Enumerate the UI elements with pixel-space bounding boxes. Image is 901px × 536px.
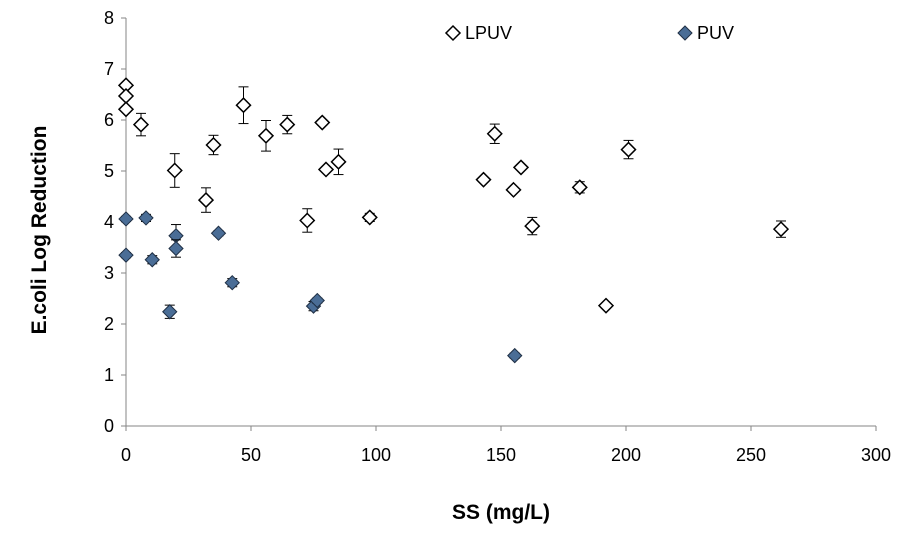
legend-label-lpuv: LPUV <box>465 23 512 43</box>
data-point-lpuv <box>166 162 183 179</box>
axis-labels: SS (mg/L) E.coli Log Reduction <box>28 126 550 524</box>
data-point-lpuv <box>505 181 522 198</box>
legend-label-puv: PUV <box>697 23 734 43</box>
data-point-lpuv <box>772 221 790 238</box>
y-tick-label: 8 <box>104 8 114 28</box>
data-point-lpuv <box>330 153 347 170</box>
data-point-lpuv <box>620 141 637 158</box>
legend-item-puv: PUV <box>677 23 734 43</box>
data-point-lpuv <box>205 136 222 154</box>
data-point-lpuv <box>314 114 331 131</box>
series-lpuv <box>117 77 790 314</box>
data-point-puv <box>168 240 184 257</box>
y-axis-title: E.coli Log Reduction <box>28 126 51 335</box>
data-point-puv <box>118 247 134 263</box>
y-tick-label: 5 <box>104 161 114 181</box>
x-axis-title: SS (mg/L) <box>452 501 550 524</box>
data-point-lpuv <box>117 101 135 118</box>
data-point-lpuv <box>512 159 530 176</box>
data-point-lpuv <box>597 297 615 314</box>
data-point-puv <box>118 211 134 227</box>
y-tick-label: 2 <box>104 314 114 334</box>
x-tick-label: 0 <box>121 445 131 465</box>
y-tick-label: 3 <box>104 263 114 283</box>
data-point-puv <box>138 210 154 226</box>
data-marks <box>117 77 790 364</box>
series-puv <box>118 210 523 364</box>
data-point-lpuv <box>571 179 588 196</box>
x-tick-label: 250 <box>736 445 766 465</box>
x-tick-label: 200 <box>611 445 641 465</box>
data-point-lpuv <box>279 116 296 133</box>
data-point-puv <box>144 252 160 268</box>
data-point-lpuv <box>317 161 335 178</box>
data-point-puv <box>162 304 178 320</box>
data-point-lpuv <box>524 218 541 235</box>
data-point-lpuv <box>117 87 135 105</box>
data-point-lpuv <box>361 209 378 226</box>
y-tick-label: 7 <box>104 59 114 79</box>
legend: LPUV PUV <box>444 23 734 43</box>
legend-marker-puv <box>677 25 693 41</box>
y-tick-label: 0 <box>104 416 114 436</box>
data-point-lpuv <box>299 212 316 229</box>
x-tick-label: 150 <box>486 445 516 465</box>
data-point-puv <box>507 347 523 364</box>
y-tick-label: 4 <box>104 212 114 232</box>
data-point-lpuv <box>132 116 150 133</box>
data-point-lpuv <box>486 125 503 142</box>
x-tick-label: 50 <box>241 445 261 465</box>
x-tick-label: 300 <box>861 445 891 465</box>
data-point-puv <box>224 274 240 291</box>
data-point-puv <box>210 225 227 241</box>
y-tick-label: 6 <box>104 110 114 130</box>
data-point-lpuv <box>235 97 252 114</box>
data-point-lpuv <box>257 127 275 144</box>
legend-marker-lpuv <box>444 24 462 42</box>
x-tick-label: 100 <box>361 445 391 465</box>
y-tick-label: 1 <box>104 365 114 385</box>
legend-item-lpuv: LPUV <box>444 23 512 43</box>
axes: 0 50 100 150 200 250 300 0 1 2 3 4 5 6 7 8 <box>104 8 891 465</box>
data-point-lpuv <box>197 192 215 209</box>
data-point-puv <box>309 292 325 309</box>
data-point-lpuv <box>475 171 492 188</box>
